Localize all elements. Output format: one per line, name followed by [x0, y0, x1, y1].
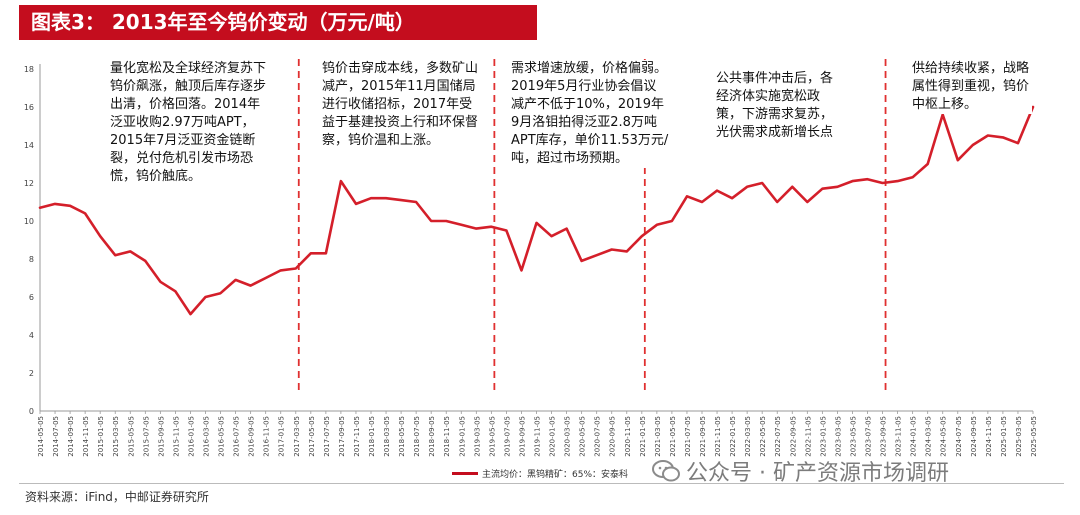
x-tick-label: 2024-01-05	[910, 416, 918, 457]
x-tick-label: 2014-11-05	[82, 416, 90, 457]
x-tick-label: 2017-05-05	[308, 416, 316, 457]
y-tick-label: 8	[29, 255, 34, 264]
watermark: 公众号 · 矿产资源市场调研	[652, 455, 949, 487]
x-tick-label: 2022-01-05	[729, 416, 737, 457]
x-tick-label: 2016-01-05	[187, 416, 195, 457]
x-tick-label: 2016-07-05	[233, 416, 241, 457]
x-tick-label: 2014-09-05	[67, 416, 75, 457]
y-tick-label: 16	[24, 103, 34, 112]
legend-swatch	[452, 472, 478, 475]
x-tick-label: 2020-05-05	[579, 416, 587, 457]
annotation-demand-slow: 需求增速放缓，价格偏弱。2019年5月行业协会倡议减产不低于10%，2019年9…	[511, 60, 669, 168]
x-tick-label: 2021-09-05	[699, 416, 707, 457]
x-tick-label: 2023-05-05	[849, 416, 857, 457]
x-tick-label: 2023-07-05	[865, 416, 873, 457]
y-tick-label: 0	[29, 407, 34, 416]
divider	[19, 483, 1064, 484]
x-tick-label: 2022-03-05	[744, 416, 752, 457]
x-tick-label: 2019-07-05	[503, 416, 511, 457]
chart-title-bar: 图表3： 2013年至今钨价变动（万元/吨）	[19, 5, 537, 40]
x-tick-label: 2017-07-05	[323, 416, 331, 457]
x-tick-label: 2015-07-05	[142, 416, 150, 457]
x-tick-label: 2016-11-05	[263, 416, 271, 457]
x-tick-label: 2025-05-05	[1030, 416, 1038, 457]
source-note: 资料来源：iFind，中邮证券研究所	[25, 490, 209, 504]
x-tick-label: 2023-03-05	[834, 416, 842, 457]
x-tick-label: 2023-01-05	[819, 416, 827, 457]
x-tick-label: 2022-09-05	[789, 416, 797, 457]
x-tick-label: 2015-03-05	[112, 416, 120, 457]
annotation-pandemic: 公共事件冲击后，各经济体实施宽松政策，下游需求复苏，光伏需求成新增长点	[716, 70, 836, 142]
x-tick-label: 2018-01-05	[368, 416, 376, 457]
x-tick-label: 2015-09-05	[157, 416, 165, 457]
x-tick-label: 2014-07-05	[52, 416, 60, 457]
x-tick-label: 2025-03-05	[1015, 416, 1023, 457]
x-tick-label: 2025-01-05	[1000, 416, 1008, 457]
annotation-cost-line: 钨价击穿成本线，多数矿山减产，2015年11月国储局进行收储招标，2017年受益…	[322, 60, 482, 150]
x-tick-label: 2020-01-05	[549, 416, 557, 457]
y-tick-label: 4	[29, 331, 34, 340]
x-tick-label: 2024-05-05	[940, 416, 948, 457]
x-tick-label: 2016-03-05	[203, 416, 211, 457]
x-tick-label: 2021-03-05	[654, 416, 662, 457]
wechat-icon	[652, 460, 680, 482]
x-tick-label: 2017-11-05	[353, 416, 361, 457]
x-tick-label: 2019-03-05	[473, 416, 481, 457]
x-tick-label: 2022-11-05	[804, 416, 812, 457]
x-tick-label: 2018-07-05	[413, 416, 421, 457]
annotation-supply-tight: 供给持续收紧，战略属性得到重视，钨价中枢上移。	[912, 60, 1032, 114]
x-tick-label: 2021-11-05	[714, 416, 722, 457]
x-tick-label: 2016-09-05	[248, 416, 256, 457]
x-tick-label: 2015-01-05	[97, 416, 105, 457]
y-tick-label: 6	[29, 293, 34, 302]
x-tick-label: 2019-11-05	[534, 416, 542, 457]
x-tick-label: 2021-07-05	[684, 416, 692, 457]
x-tick-label: 2017-09-05	[338, 416, 346, 457]
y-tick-label: 10	[24, 217, 34, 226]
x-tick-label: 2020-11-05	[624, 416, 632, 457]
x-tick-label: 2024-07-05	[955, 416, 963, 457]
line-chart: 0 2 4 6 8 10 12 14 16 18 2014-05-05 2014-07-05 2014-…	[24, 59, 1038, 457]
watermark-text: 公众号 · 矿产资源市场调研	[686, 461, 949, 486]
x-tick-label: 2016-05-05	[218, 416, 226, 457]
x-tick-label: 2022-07-05	[774, 416, 782, 457]
x-tick-label: 2015-11-05	[172, 416, 180, 457]
x-tick-label: 2018-11-05	[443, 416, 451, 457]
y-tick-label: 14	[24, 141, 34, 150]
y-tick-label: 18	[24, 65, 34, 74]
y-tick-label: 2	[29, 369, 34, 378]
chart-title: 图表3： 2013年至今钨价变动（万元/吨）	[31, 10, 415, 34]
x-tick-label: 2021-01-05	[639, 416, 647, 457]
x-tick-label: 2017-03-05	[293, 416, 301, 457]
x-tick-label: 2015-05-05	[127, 416, 135, 457]
x-tick-label: 2021-05-05	[669, 416, 677, 457]
x-tick-label: 2024-09-05	[970, 416, 978, 457]
x-tick-label: 2020-03-05	[564, 416, 572, 457]
x-tick-label: 2024-11-05	[985, 416, 993, 457]
x-tick-label: 2018-09-05	[428, 416, 436, 457]
x-tick-label: 2019-01-05	[458, 416, 466, 457]
x-tick-label: 2018-03-05	[383, 416, 391, 457]
x-tick-label: 2014-05-05	[37, 416, 45, 457]
annotation-qe: 量化宽松及全球经济复苏下钨价飙涨，触顶后库存逐步出清，价格回落。2014年泛亚收…	[110, 60, 270, 186]
x-tick-label: 2017-01-05	[278, 416, 286, 457]
x-tick-label: 2023-09-05	[880, 416, 888, 457]
x-tick-label: 2020-09-05	[609, 416, 617, 457]
x-tick-label: 2022-05-05	[759, 416, 767, 457]
x-tick-label: 2020-07-05	[594, 416, 602, 457]
x-tick-label: 2023-11-05	[895, 416, 903, 457]
legend-label: 主流均价：黑钨精矿：65%：安泰科	[482, 470, 629, 480]
x-tick-label: 2024-03-05	[925, 416, 933, 457]
x-tick-label: 2019-09-05	[518, 416, 526, 457]
legend: 主流均价：黑钨精矿：65%：安泰科	[452, 467, 628, 480]
y-tick-label: 12	[24, 179, 34, 188]
x-tick-label: 2018-05-05	[398, 416, 406, 457]
x-tick-label: 2019-05-05	[488, 416, 496, 457]
